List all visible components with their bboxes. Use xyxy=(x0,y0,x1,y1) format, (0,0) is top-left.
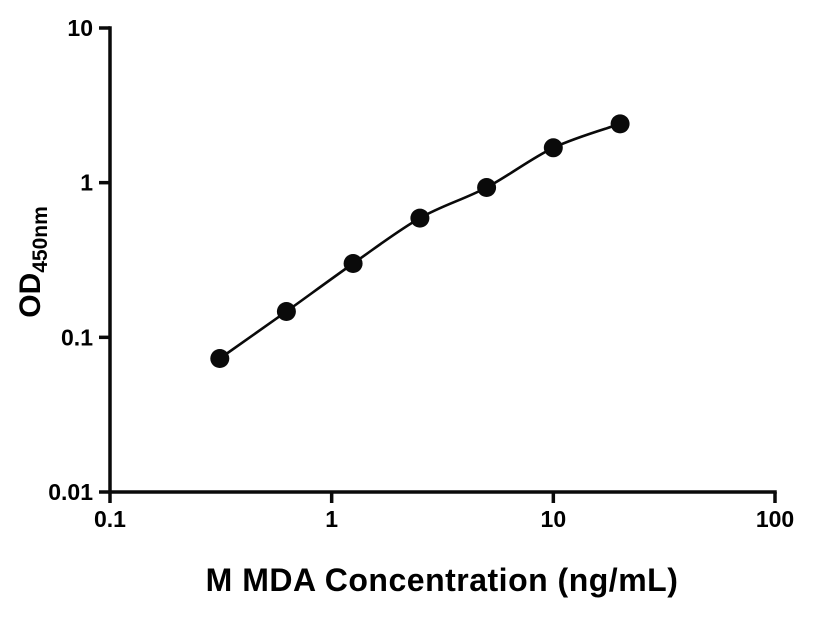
y-axis-title: OD450nm xyxy=(14,206,52,318)
data-point xyxy=(276,302,296,321)
x-tick-label: 0.1 xyxy=(94,506,126,532)
x-tick-label: 10 xyxy=(541,506,567,532)
axes-line xyxy=(108,26,777,494)
data-point xyxy=(477,178,497,197)
data-point xyxy=(410,208,430,228)
x-tick-label: 1 xyxy=(325,506,338,532)
standard-curve-line xyxy=(219,122,621,360)
y-axis-title-subscript: 450nm xyxy=(29,206,52,273)
data-point xyxy=(343,254,363,273)
y-tick-label: 0.01 xyxy=(48,479,93,505)
data-point xyxy=(210,349,230,368)
x-axis-title: M MDA Concentration (ng/mL) xyxy=(206,562,679,598)
y-tick-label: 10 xyxy=(67,15,93,41)
y-axis-title-main: OD xyxy=(14,273,47,318)
data-point xyxy=(610,114,630,134)
x-tick-label: 100 xyxy=(756,506,794,532)
y-tick-label: 1 xyxy=(80,170,93,196)
data-point xyxy=(543,138,563,158)
y-tick-label: 0.1 xyxy=(61,324,93,350)
